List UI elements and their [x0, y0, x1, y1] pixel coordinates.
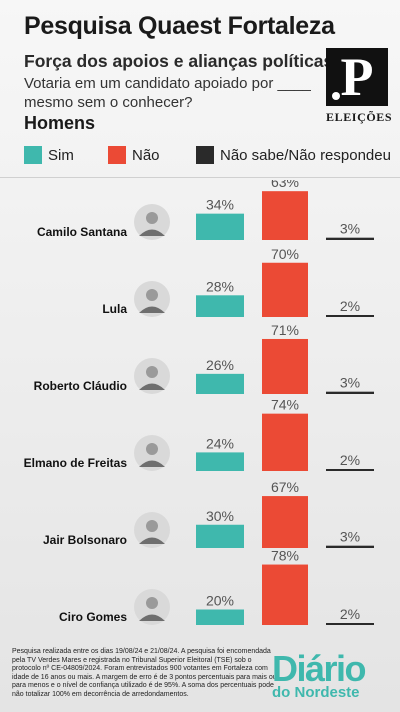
value-label: 28% — [206, 278, 234, 294]
candidate-label: Jair Bolsonaro — [43, 533, 127, 547]
candidate-photo-body — [139, 460, 165, 467]
value-label: 2% — [340, 452, 360, 468]
candidate-label: Lula — [102, 302, 127, 316]
logo-label: ELEIÇÕES — [326, 110, 393, 124]
value-label: 24% — [206, 435, 234, 451]
bar-2 — [326, 237, 374, 240]
bar-chart: Camilo Santana 34% 63% 3% Lula 28% 70% 2% Robert… — [24, 180, 374, 625]
brand-name: Diário — [272, 648, 367, 689]
candidate-photo-body — [139, 614, 165, 621]
bar-1 — [262, 564, 308, 625]
brand-subtitle: do Nordeste — [272, 684, 360, 701]
survey-question: Votaria em um candidato apoiado por ____… — [24, 75, 311, 111]
candidate-photo-head — [146, 520, 158, 532]
page-title: Pesquisa Quaest Fortaleza — [24, 12, 335, 40]
bar-1 — [262, 413, 308, 471]
bar-0 — [196, 295, 244, 317]
value-label: 34% — [206, 197, 234, 213]
candidate-label: Roberto Cláudio — [34, 379, 127, 393]
value-label: 3% — [340, 375, 360, 391]
bar-0 — [196, 524, 244, 548]
logo-mark: P — [326, 48, 388, 106]
candidate-photo-head — [146, 366, 158, 378]
bar-1 — [262, 496, 308, 548]
eleicoes-logo: P ELEIÇÕES — [326, 48, 393, 125]
chart-legend: Sim Não Não sabe/Não respondeu — [24, 146, 392, 168]
methodology-note: Pesquisa realizada entre os dias 19/08/2… — [12, 648, 277, 698]
value-label: 71% — [271, 322, 299, 338]
candidate-photo-head — [146, 443, 158, 455]
candidate-photo-body — [139, 537, 165, 544]
value-label: 20% — [206, 593, 234, 609]
legend-swatch-sim — [24, 146, 42, 164]
brand-logo: Diário do Nordeste — [272, 648, 396, 701]
bar-0 — [196, 609, 244, 625]
candidate-photo-head — [146, 212, 158, 224]
candidate-photo-head — [146, 597, 158, 609]
legend-item-nao: Não — [108, 146, 160, 164]
value-label: 67% — [271, 479, 299, 495]
value-label: 78% — [271, 548, 299, 564]
value-label: 26% — [206, 357, 234, 373]
legend-swatch-nao — [108, 146, 126, 164]
value-label: 3% — [340, 221, 360, 237]
bar-1 — [262, 262, 308, 317]
bar-2 — [326, 469, 374, 471]
value-label: 30% — [206, 508, 234, 524]
value-label: 2% — [340, 298, 360, 314]
bar-2 — [326, 315, 374, 317]
bar-2 — [326, 545, 374, 548]
bar-0 — [196, 452, 244, 471]
legend-label-sim: Sim — [48, 146, 74, 164]
candidate-label: Ciro Gomes — [59, 610, 127, 624]
value-label: 63% — [271, 180, 299, 190]
respondent-group: Homens — [24, 113, 96, 133]
bar-1 — [262, 191, 308, 240]
bar-1 — [262, 338, 308, 394]
legend-item-sim: Sim — [24, 146, 74, 164]
bar-0 — [196, 373, 244, 394]
candidate-photo-head — [146, 289, 158, 301]
value-label: 2% — [340, 606, 360, 622]
legend-item-nao-sabe: Não sabe/Não respondeu — [196, 146, 391, 164]
candidate-photo-body — [139, 229, 165, 236]
candidate-photo-body — [139, 306, 165, 313]
value-label: 70% — [271, 246, 299, 262]
candidate-label: Camilo Santana — [37, 225, 127, 239]
page-subtitle: Força dos apoios e alianças políticas — [24, 51, 334, 71]
candidate-photo-body — [139, 383, 165, 390]
legend-label-nao-sabe: Não sabe/Não respondeu — [220, 146, 391, 164]
bar-0 — [196, 213, 244, 240]
value-label: 3% — [340, 529, 360, 545]
legend-label-nao: Não — [132, 146, 160, 164]
bar-2 — [326, 623, 374, 625]
candidate-label: Elmano de Freitas — [24, 456, 128, 470]
bar-2 — [326, 391, 374, 394]
legend-swatch-nao-sabe — [196, 146, 214, 164]
value-label: 74% — [271, 397, 299, 413]
divider — [0, 177, 400, 178]
